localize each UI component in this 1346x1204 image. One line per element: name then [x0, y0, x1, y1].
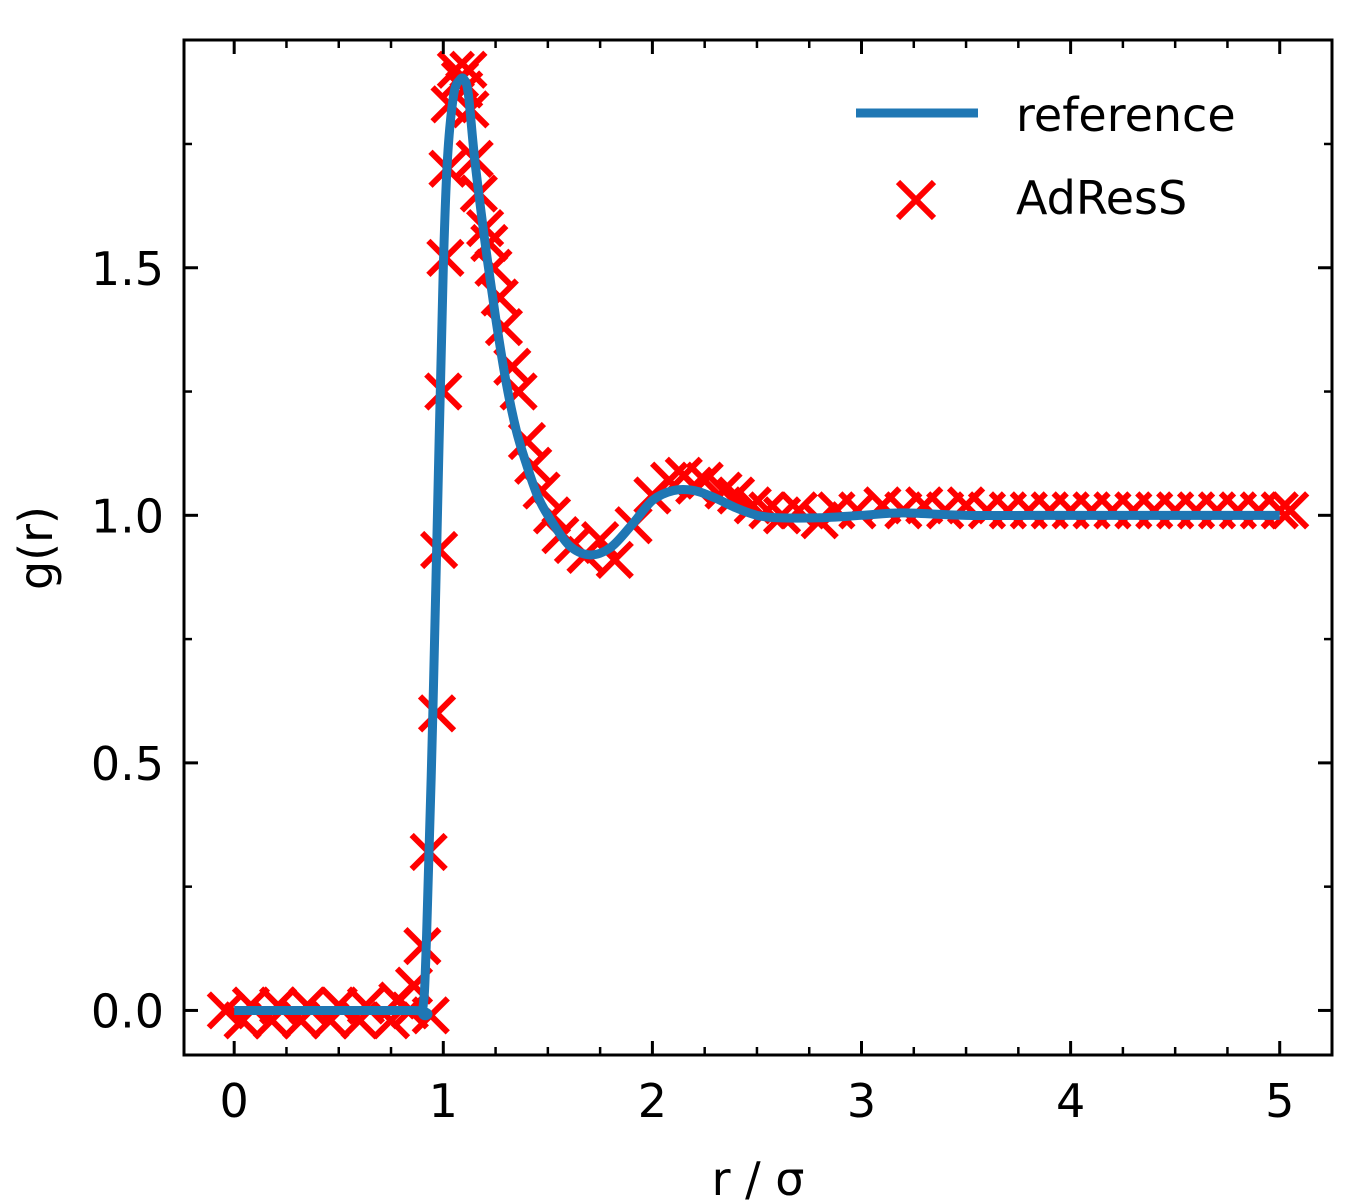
- y-axis-label: g(r): [9, 506, 63, 590]
- x-axis-label: r / σ: [712, 1152, 805, 1204]
- series-layer: [206, 50, 1310, 1040]
- x-tick-label: 5: [1265, 1074, 1294, 1128]
- adress-point: [288, 986, 327, 1025]
- legend-adress-label: AdResS: [1016, 171, 1187, 225]
- legend: reference AdResS: [856, 88, 1236, 225]
- plot-frame: [182, 38, 1334, 1057]
- y-tick-label: 1.5: [91, 242, 164, 296]
- y-tick-label: 0.0: [91, 984, 164, 1038]
- adress-point: [319, 986, 358, 1025]
- y-tick-label: 0.5: [91, 737, 164, 791]
- x-tick-label: 0: [220, 1074, 249, 1128]
- reference-line: [234, 73, 1280, 1021]
- adress-point: [231, 986, 271, 1025]
- x-tick-label: 1: [429, 1074, 458, 1128]
- adress-point: [1271, 491, 1310, 530]
- adress-point: [346, 986, 386, 1025]
- adress-point: [474, 248, 513, 287]
- adress-point: [704, 471, 743, 510]
- y-tick-label: 1.0: [91, 489, 164, 543]
- x-tick-label: 2: [638, 1074, 667, 1128]
- adress-point: [258, 986, 298, 1025]
- x-tick-label: 4: [1056, 1074, 1085, 1128]
- legend-reference-label: reference: [1016, 88, 1236, 142]
- x-tick-label: 3: [847, 1074, 876, 1128]
- legend-adress-marker: [895, 179, 937, 221]
- adress-point: [1260, 491, 1299, 530]
